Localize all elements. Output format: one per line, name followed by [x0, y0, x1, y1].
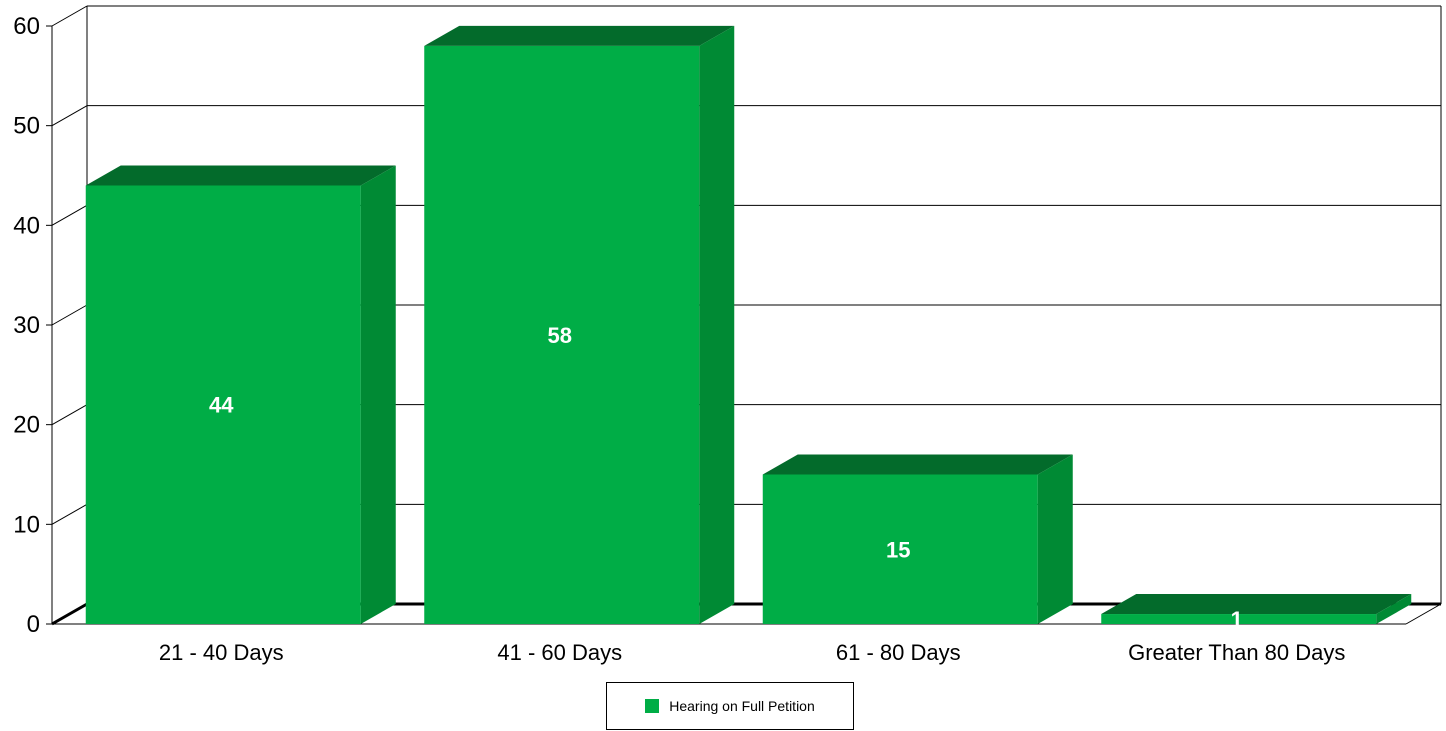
- bar-top: [85, 165, 396, 186]
- bar: [85, 165, 396, 624]
- floor-right-edge: [1405, 603, 1442, 625]
- data-label: 1: [1231, 607, 1243, 632]
- bars: 44 58 15 1: [85, 25, 1412, 632]
- gridline-side: [51, 105, 88, 127]
- y-tick-label: 50: [13, 113, 40, 140]
- bar-side: [1376, 594, 1412, 624]
- gridline-side: [51, 304, 88, 326]
- bar-top: [762, 454, 1073, 475]
- bar-front: [85, 185, 361, 624]
- x-category-label: 21 - 40 Days: [159, 640, 284, 665]
- bar-side: [1037, 454, 1073, 624]
- bar-side: [360, 165, 396, 624]
- gridline-side: [51, 503, 88, 525]
- x-category-label: 61 - 80 Days: [836, 640, 961, 665]
- bar: [424, 25, 735, 624]
- legend-label: Hearing on Full Petition: [669, 698, 815, 714]
- y-tick-label: 60: [13, 13, 40, 40]
- data-label: 58: [548, 323, 572, 348]
- x-category-label: 41 - 60 Days: [497, 640, 622, 665]
- y-axis-ticks: 0 10 20 30 40 50 60: [13, 13, 52, 638]
- x-category-label: Greater Than 80 Days: [1128, 640, 1345, 665]
- gridline-side: [51, 204, 88, 226]
- side-wall-top-edge: [51, 5, 88, 27]
- bar-front: [762, 474, 1038, 624]
- gridline-side: [51, 404, 88, 426]
- bar-side: [699, 25, 735, 624]
- bar-top: [424, 25, 735, 46]
- y-tick-label: 30: [13, 312, 40, 339]
- bar-front: [1101, 614, 1377, 624]
- y-tick-label: 0: [27, 611, 40, 638]
- bar: [1101, 594, 1412, 624]
- bar-chart: 0 10 20 30 40 50 60 44 58 15 1 21 - 40 Days 41 - 6…: [13, 5, 1442, 665]
- bar: [762, 454, 1073, 624]
- bar-front: [424, 45, 700, 624]
- data-label: 15: [886, 537, 910, 562]
- y-tick-label: 10: [13, 511, 40, 538]
- legend-swatch: [645, 699, 660, 713]
- y-tick-label: 20: [13, 412, 40, 439]
- x-axis-categories: 21 - 40 Days 41 - 60 Days 61 - 80 Days Grea…: [159, 640, 1346, 665]
- data-label: 44: [209, 393, 234, 418]
- y-tick-label: 40: [13, 212, 40, 239]
- bar-top: [1101, 594, 1412, 615]
- floor-left-edge: [51, 602, 88, 626]
- legend: Hearing on Full Petition: [606, 682, 854, 730]
